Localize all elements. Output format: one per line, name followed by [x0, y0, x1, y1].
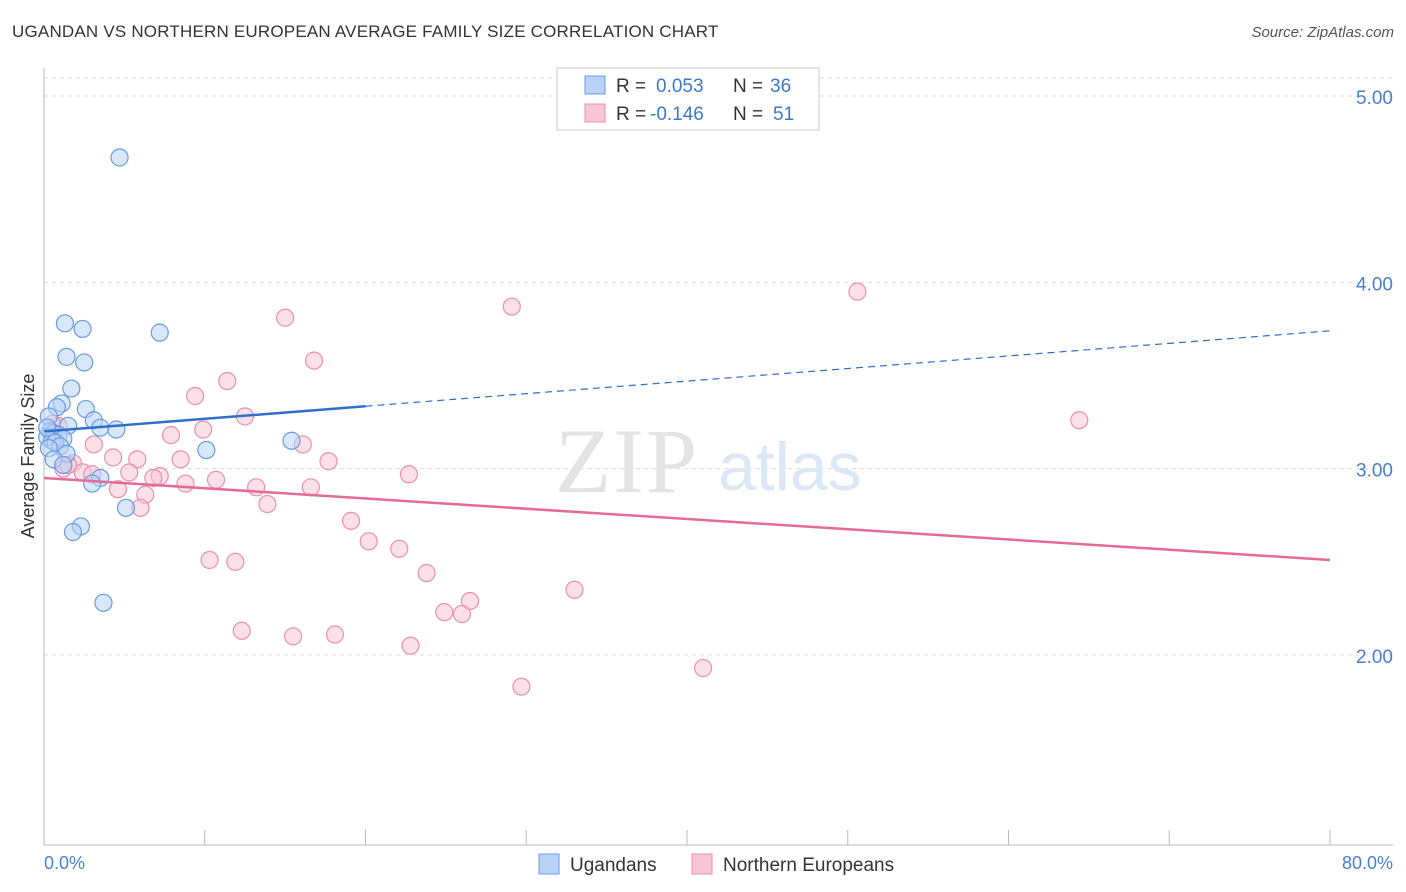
- northern-european-point: [319, 452, 338, 471]
- x-tick-label-max: 80.0%: [1342, 853, 1393, 873]
- legend-r-label-ugandans: R =: [616, 76, 646, 97]
- northern-european-point: [176, 474, 195, 493]
- ugandan-point: [282, 431, 301, 450]
- northern-european-point: [304, 351, 324, 370]
- northern-european-point: [161, 426, 181, 445]
- ugandan-point: [83, 474, 102, 493]
- y-tick-labels: 2.00 3.00 4.00 5.00: [1356, 88, 1393, 668]
- northern-european-point: [512, 677, 531, 696]
- northern-european-point: [171, 450, 190, 469]
- northern-european-point: [848, 282, 867, 301]
- ugandan-point: [62, 379, 81, 398]
- ugandan-point: [75, 353, 94, 372]
- y-tick-label: 3.00: [1356, 461, 1393, 482]
- northern-european-point: [301, 478, 320, 497]
- ugandan-point: [94, 593, 113, 612]
- northern-european-point: [258, 494, 277, 514]
- y-tick-label: 5.00: [1356, 88, 1393, 109]
- ugandan-point: [116, 498, 136, 517]
- ugandan-point: [57, 347, 76, 366]
- northern-european-point: [390, 539, 409, 558]
- northern-european-point: [226, 552, 245, 571]
- y-tick-label: 4.00: [1356, 274, 1393, 295]
- northern-european-point: [693, 658, 713, 678]
- grid-lines: [44, 77, 1393, 656]
- y-axis-label: Average Family Size: [18, 374, 38, 539]
- northern-european-point: [565, 580, 584, 599]
- northern-european-point: [206, 470, 226, 489]
- northern-europeans-points: [42, 282, 1089, 696]
- northern-european-point: [84, 435, 103, 454]
- x-ticks: [204, 830, 1331, 845]
- watermark-zip: ZIP: [555, 410, 699, 512]
- series-legend: Ugandans Northern Europeans: [538, 853, 894, 876]
- legend-n-value-ugandans: 36: [770, 76, 791, 97]
- northern-european-point: [186, 386, 205, 406]
- northern-european-point: [200, 550, 219, 570]
- bottom-legend-swatch-northern-europeans: [691, 853, 713, 875]
- ugandan-point: [63, 522, 83, 542]
- northern-european-point: [325, 625, 345, 644]
- ugandan-point: [110, 148, 129, 167]
- legend-r-value-northern-europeans: -0.146: [650, 104, 704, 125]
- legend-n-label-northern-europeans: N =: [733, 104, 763, 125]
- source-label: Source: ZipAtlas.com: [1251, 24, 1394, 41]
- ugandans-trend-line-extension: [365, 330, 1331, 407]
- ugandan-point: [107, 420, 126, 439]
- watermark-atlas: atlas: [718, 429, 862, 505]
- northern-european-point: [284, 627, 303, 646]
- ugandan-point: [73, 319, 92, 339]
- stats-legend: R = 0.053 N = 36 R = -0.146 N = 51: [556, 67, 820, 131]
- northern-european-point: [399, 465, 419, 484]
- y-tick-label: 2.00: [1356, 647, 1393, 668]
- bottom-legend-label-northern-europeans: Northern Europeans: [723, 855, 894, 876]
- northern-european-point: [104, 448, 123, 467]
- northern-european-point: [452, 604, 472, 624]
- legend-swatch-northern-europeans: [584, 103, 606, 123]
- x-tick-label-min: 0.0%: [44, 853, 85, 873]
- northern-european-point: [502, 297, 521, 316]
- legend-n-label-ugandans: N =: [733, 76, 763, 97]
- northern-european-point: [1070, 411, 1089, 430]
- northern-european-point: [417, 563, 436, 583]
- northern-european-point: [232, 621, 251, 640]
- ugandan-point: [38, 418, 57, 437]
- ugandan-point: [150, 323, 169, 342]
- legend-swatch-ugandans: [584, 75, 606, 95]
- northern-european-point: [194, 420, 213, 439]
- northern-european-point: [435, 603, 454, 622]
- legend-r-label-northern-europeans: R =: [616, 104, 646, 125]
- northern-european-point: [128, 450, 147, 469]
- legend-r-value-ugandans: 0.053: [656, 76, 704, 97]
- northern-european-point: [120, 463, 139, 482]
- ugandan-point: [55, 314, 74, 333]
- northern-european-point: [401, 636, 420, 655]
- ugandan-point: [197, 440, 216, 460]
- axes: [43, 68, 1393, 846]
- northern-european-point: [108, 480, 128, 499]
- northern-europeans-trend-line: [43, 476, 1331, 562]
- northern-european-point: [341, 511, 361, 530]
- watermark: ZIP atlas: [555, 410, 862, 512]
- northern-european-point: [218, 371, 237, 391]
- bottom-legend-swatch-ugandans: [538, 853, 560, 875]
- northern-european-point: [144, 468, 163, 488]
- northern-european-point: [247, 478, 266, 497]
- trend-lines: [43, 330, 1331, 562]
- northern-european-point: [460, 591, 480, 611]
- northern-european-point: [359, 532, 378, 551]
- chart-title: UGANDAN VS NORTHERN EUROPEAN AVERAGE FAM…: [12, 22, 719, 41]
- bottom-legend-label-ugandans: Ugandans: [570, 855, 657, 876]
- ugandans-points: [38, 148, 301, 612]
- legend-n-value-northern-europeans: 51: [773, 104, 794, 125]
- northern-european-point: [276, 308, 295, 327]
- ugandan-point: [54, 455, 73, 475]
- ugandans-trend-line: [43, 404, 366, 433]
